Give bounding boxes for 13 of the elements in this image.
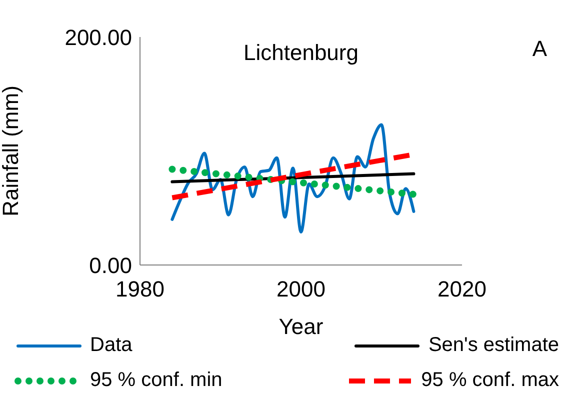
legend-label: Data <box>90 334 132 357</box>
y-axis-title: Rainfall (mm) <box>0 86 23 216</box>
x-tick-label: 1980 <box>116 276 164 302</box>
y-tick-label: 0.00 <box>89 252 132 278</box>
legend-label: Sen's estimate <box>428 334 559 357</box>
y-tick-label: 200.00 <box>64 24 132 50</box>
legend-label: 95 % conf. min <box>90 369 222 392</box>
x-tick-label: 2020 <box>438 276 486 302</box>
x-tick-label: 2000 <box>276 276 326 302</box>
x-axis-title: Year <box>278 314 324 339</box>
chart-title: Lichtenburg <box>242 40 360 66</box>
legend-label: 95 % conf. max <box>421 369 559 392</box>
text: A <box>532 36 547 62</box>
